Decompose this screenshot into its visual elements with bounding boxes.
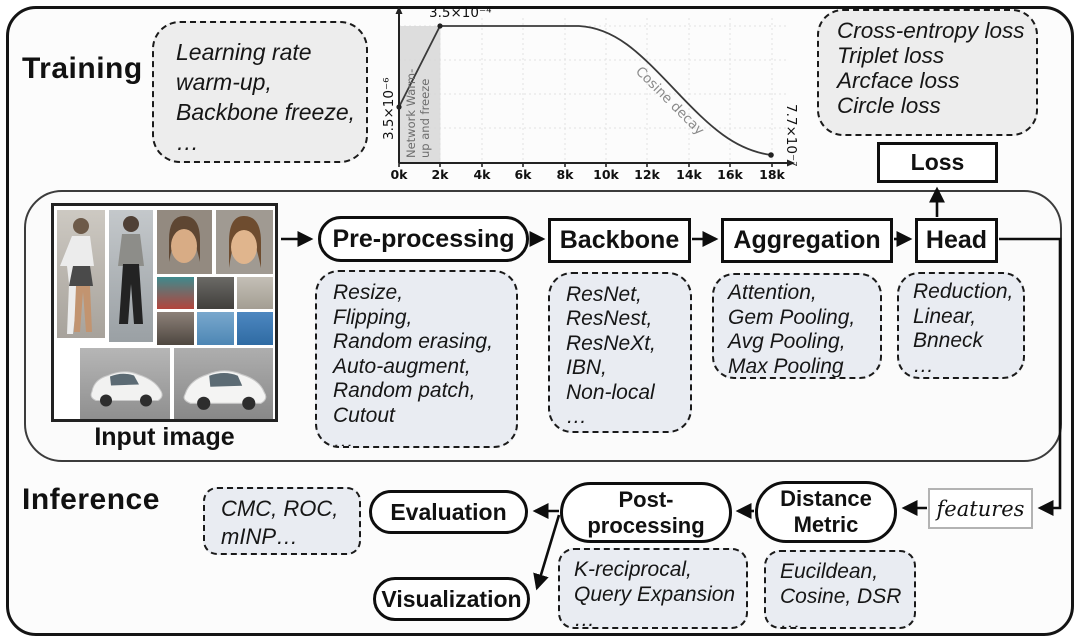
note-line: …: [837, 118, 860, 136]
postprocessing-options-note: K-reciprocal, Query Expansion …: [558, 548, 748, 629]
visualization-stage-label: Visualization: [381, 585, 522, 612]
option-line: Auto-augment,: [333, 354, 471, 378]
note-line: Arcface loss: [837, 68, 960, 93]
distance-metric-stage-box: Distance Metric: [755, 481, 897, 543]
option-line: ResNest,: [566, 307, 653, 331]
option-line: Gem Pooling,: [728, 305, 856, 329]
distance-metric-stage-label: Metric: [793, 512, 859, 537]
option-line: ResNeXt,: [566, 331, 656, 355]
car-icon: [90, 371, 163, 407]
head-stage-box: Head: [915, 218, 998, 263]
option-line: Eucildean,: [780, 560, 879, 583]
option-line: Reduction,: [913, 280, 1014, 303]
option-line: Random erasing,: [333, 330, 493, 354]
postprocessing-stage-box: Post- processing: [560, 482, 732, 543]
option-line: …: [566, 405, 587, 429]
option-line: Flipping,: [333, 305, 413, 329]
note-line: Backbone freeze,: [176, 99, 356, 125]
postprocessing-stage-label: processing: [587, 512, 705, 538]
features-box: features: [928, 488, 1033, 529]
option-line: …: [913, 353, 934, 377]
face-icon: [169, 216, 200, 263]
person-silhouette-icon: [118, 216, 144, 324]
preprocessing-options-note: Resize, Flipping, Random erasing, Auto-a…: [315, 270, 518, 448]
distance-options-note: Eucildean, Cosine, DSR …: [764, 550, 916, 629]
photo-mosaic-tile: [197, 312, 234, 345]
note-line: Circle loss: [837, 93, 941, 118]
training-section-label: Training: [22, 52, 143, 85]
aggregation-stage-box: Aggregation: [721, 218, 893, 263]
option-line: Cosine, DSR: [780, 585, 902, 608]
features-label: features: [936, 496, 1025, 521]
option-line: Attention,: [728, 281, 817, 304]
evaluation-stage-label: Evaluation: [390, 498, 507, 525]
preprocessing-stage-label: Pre-processing: [332, 224, 515, 253]
photo-car-1: [80, 348, 170, 419]
photo-mosaic-tile: [197, 277, 234, 309]
note-line: Cross-entropy loss: [837, 18, 1025, 43]
option-line: Resize,: [333, 281, 404, 304]
option-line: Max Pooling: [728, 354, 844, 378]
option-line: …: [574, 608, 595, 629]
head-options-note: Reduction, Linear, Bnneck …: [897, 272, 1025, 379]
input-image-box: [51, 203, 278, 422]
photo-person-1: [57, 210, 105, 338]
option-line: Non-local: [566, 380, 655, 404]
aggregation-options-note: Attention, Gem Pooling, Avg Pooling, Max…: [712, 273, 882, 379]
note-line: Learning rate: [176, 39, 312, 65]
note-line: Triplet loss: [837, 43, 945, 68]
note-line: warm-up,: [176, 69, 272, 95]
note-line: CMC, ROC,: [221, 496, 339, 521]
option-line: …: [780, 610, 801, 629]
loss-stage-label: Loss: [910, 149, 965, 175]
loss-types-note: Cross-entropy loss Triplet loss Arcface …: [817, 9, 1038, 136]
photo-mosaic-tile: [157, 312, 194, 345]
option-line: …: [333, 428, 354, 448]
photo-mosaic-tile: [237, 312, 273, 345]
head-stage-label: Head: [925, 226, 988, 254]
option-line: ResNet,: [566, 283, 642, 306]
option-line: Linear,: [913, 304, 977, 328]
note-line: mINP…: [221, 524, 298, 549]
option-line: Random patch,: [333, 379, 476, 403]
photo-face-1: [157, 210, 212, 274]
option-line: Bnneck: [913, 329, 984, 352]
backbone-stage-box: Backbone: [548, 218, 691, 263]
photo-mosaic-tile: [237, 277, 273, 309]
option-line: Query Expansion: [574, 583, 736, 606]
preprocessing-stage-box: Pre-processing: [318, 216, 529, 262]
person-silhouette-icon: [60, 218, 94, 334]
backbone-stage-label: Backbone: [559, 226, 680, 254]
face-icon: [229, 216, 261, 268]
photo-person-2: [109, 210, 153, 342]
option-line: Avg Pooling,: [728, 330, 846, 353]
option-line: Cutout: [333, 403, 395, 427]
aggregation-stage-label: Aggregation: [733, 226, 881, 254]
car-icon: [183, 370, 267, 410]
inference-section-label: Inference: [22, 483, 160, 516]
distance-metric-stage-label: Distance: [780, 486, 872, 511]
postprocessing-stage-label: Post-: [618, 486, 674, 512]
option-line: K-reciprocal,: [574, 558, 692, 581]
option-line: IBN,: [566, 356, 607, 380]
input-image-label: Input image: [94, 423, 235, 451]
photo-car-2: [174, 348, 273, 419]
photo-mosaic-tile: [157, 277, 194, 309]
evaluation-stage-box: Evaluation: [369, 490, 528, 534]
metrics-note: CMC, ROC, mINP…: [203, 487, 361, 555]
note-line: …: [176, 129, 199, 155]
backbone-options-note: ResNet, ResNest, ResNeXt, IBN, Non-local…: [548, 272, 692, 433]
photo-face-2: [216, 210, 273, 274]
loss-stage-box: Loss: [877, 142, 998, 183]
visualization-stage-box: Visualization: [373, 577, 530, 621]
lr-tricks-note: Learning rate warm-up, Backbone freeze, …: [152, 21, 368, 163]
